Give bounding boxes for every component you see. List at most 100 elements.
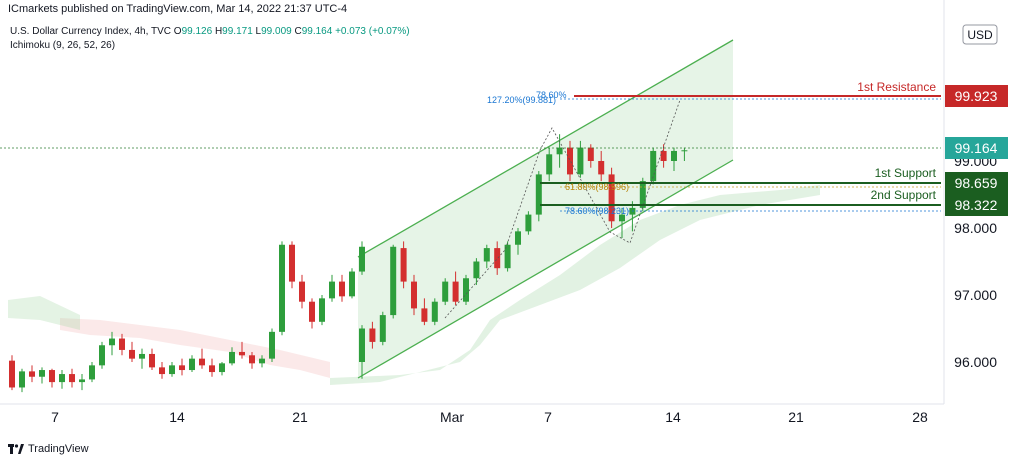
- ohlc-close-label: C: [294, 26, 302, 37]
- candle-body: [639, 181, 646, 208]
- candle-body: [379, 315, 386, 342]
- candle-body: [359, 246, 365, 272]
- candle-body: [442, 281, 449, 302]
- channel-fill: [358, 40, 733, 378]
- candle-body: [650, 150, 657, 182]
- support-1-name: 1st Support: [875, 166, 937, 180]
- time-tick-label: 7: [544, 409, 552, 425]
- resistance-price-tag: 99.923: [955, 88, 998, 104]
- symbol-legend[interactable]: U.S. Dollar Currency Index, 4h, TVC O99.…: [10, 26, 410, 37]
- candle-body: [671, 150, 677, 161]
- candle-body: [535, 174, 542, 215]
- candles: [9, 134, 688, 393]
- candle-body: [681, 150, 688, 152]
- candle-body: [279, 244, 285, 332]
- indicator-legend[interactable]: Ichimoku (9, 26, 52, 26): [10, 40, 116, 51]
- candle-body: [189, 358, 195, 371]
- time-tick-label: 14: [665, 409, 681, 425]
- resistance-name: 1st Resistance: [857, 80, 936, 94]
- candle-body: [515, 231, 521, 245]
- ohlc-low-label: L: [255, 26, 262, 37]
- candle-body: [504, 244, 511, 269]
- candle-body: [99, 345, 105, 366]
- currency-box[interactable]: [962, 24, 998, 45]
- candle-body: [199, 358, 205, 366]
- candle-body: [577, 147, 584, 175]
- candle-body: [309, 301, 315, 322]
- candle-body: [179, 365, 185, 371]
- candle-body: [619, 214, 625, 222]
- candle-body: [79, 379, 85, 383]
- support-1-price-tag-bg: [945, 172, 1008, 194]
- candle-body: [209, 365, 215, 373]
- symbol-name: U.S. Dollar Currency Index, 4h, TVC: [10, 26, 171, 37]
- candle-body: [608, 174, 615, 222]
- publisher-line: ICmarkets published on TradingView.com, …: [8, 3, 348, 15]
- time-tick-label: 7: [51, 409, 59, 425]
- candle-body: [59, 374, 65, 383]
- candle-body: [69, 374, 75, 383]
- resistance-price-tag-bg: [945, 85, 1008, 107]
- cloud-bullish-left: [8, 296, 80, 330]
- candle-body: [452, 281, 459, 302]
- candle-body: [119, 338, 125, 350]
- time-tick-label: 21: [788, 409, 804, 425]
- candle-body: [49, 370, 55, 383]
- candle-body: [483, 248, 490, 262]
- candle-body: [319, 298, 325, 322]
- candle-body: [349, 271, 355, 297]
- candle-body: [329, 281, 335, 299]
- candle-body: [567, 147, 573, 175]
- ohlc-open-label: O: [173, 26, 182, 37]
- ohlc-open: 99.126: [181, 26, 213, 37]
- support-2-price-tag: 98.322: [955, 197, 998, 213]
- footer-brand[interactable]: TradingView: [8, 443, 89, 455]
- candle-body: [19, 371, 25, 388]
- candle-body: [89, 365, 95, 380]
- cloud-bearish: [60, 318, 330, 378]
- candle-body: [473, 261, 480, 279]
- fib-label-127: 127.20%(99.881): [487, 95, 556, 105]
- candle-body: [109, 338, 115, 346]
- currency-label: USD: [967, 28, 993, 42]
- tradingview-logo-icon: [8, 444, 24, 454]
- time-tick-label: 28: [912, 409, 928, 425]
- candle-body: [249, 355, 255, 364]
- candle-body: [598, 161, 605, 175]
- cloud-bullish-right: [330, 185, 820, 385]
- channel-lower-line: [357, 159, 734, 379]
- candle-body: [229, 351, 235, 364]
- support-2-name: 2nd Support: [871, 188, 937, 202]
- candle-body: [463, 278, 469, 302]
- candle-body: [390, 246, 397, 316]
- candle-body: [39, 370, 45, 377]
- candle-body: [169, 365, 175, 375]
- candle-body: [29, 371, 35, 377]
- ohlc-change: +0.073 (+0.07%): [335, 26, 410, 37]
- fib-label-786-lower: 78.60%(98.231): [565, 206, 629, 216]
- time-tick-label: 14: [169, 409, 185, 425]
- ichimoku-cloud: [8, 185, 820, 385]
- candle-body: [159, 367, 165, 375]
- candle-body: [431, 301, 438, 322]
- ascending-channel: [357, 39, 734, 379]
- candle-body: [494, 248, 501, 269]
- support-1-price-tag: 98.659: [955, 175, 998, 191]
- candle-body: [400, 248, 407, 282]
- last-price-tag-bg: [945, 137, 1008, 159]
- channel-upper-line: [357, 39, 734, 258]
- ohlc-high: 99.171: [222, 26, 253, 37]
- candle-body: [546, 154, 553, 175]
- levels-overlay: 78.60%127.20%(99.881) 61.80%(98.596) 78.60…: [0, 80, 941, 319]
- projection-path: [444, 99, 681, 319]
- candle-body: [359, 328, 365, 362]
- candle-body: [339, 281, 345, 297]
- candle-body: [556, 147, 563, 155]
- price-tick-label: 98.000: [954, 220, 997, 236]
- candle-body: [219, 363, 225, 373]
- price-tick-label: 96.000: [954, 354, 997, 370]
- axes: 96.00097.00098.00099.000100.000USD99.923…: [0, 0, 1008, 425]
- footer-brand-label: TradingView: [28, 443, 89, 455]
- time-tick-label: Mar: [440, 409, 464, 425]
